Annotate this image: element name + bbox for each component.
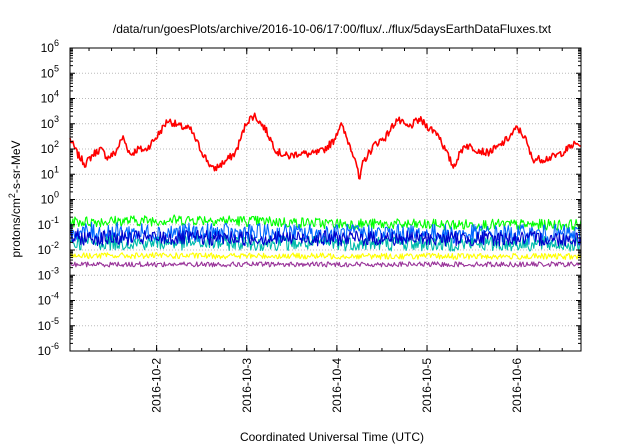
x-tick-label: 2016-10-3 bbox=[240, 358, 254, 413]
y-tick-label: 10-6 bbox=[38, 341, 59, 358]
y-tick-label: 10-5 bbox=[38, 316, 59, 333]
y-tick-label: 100 bbox=[41, 190, 59, 207]
series-line bbox=[69, 214, 582, 231]
y-axis: 106 105 104 103 102 101 100 10-1 10-2 10-3 10-4 10-… bbox=[38, 38, 581, 358]
series-line bbox=[69, 221, 582, 246]
grid-lines bbox=[70, 48, 581, 351]
x-tick-label: 2016-10-6 bbox=[510, 358, 524, 413]
y-tick-label: 106 bbox=[41, 38, 59, 55]
x-tick-label: 2016-10-5 bbox=[420, 358, 434, 413]
series-line bbox=[69, 261, 582, 268]
x-tick-label: 2016-10-2 bbox=[150, 358, 164, 413]
y-tick-label: 10-1 bbox=[38, 215, 59, 232]
series-line bbox=[69, 252, 582, 261]
series-line bbox=[69, 229, 582, 247]
y-tick-label: 104 bbox=[41, 89, 59, 106]
y-tick-label: 102 bbox=[41, 139, 59, 156]
x-axis-label: Coordinated Universal Time (UTC) bbox=[240, 430, 424, 444]
y-tick-label: 10-2 bbox=[38, 240, 59, 257]
y-tick-label: 10-4 bbox=[38, 291, 59, 308]
chart-title: /data/run/goesPlots/archive/2016-10-06/1… bbox=[113, 22, 552, 36]
y-tick-label: 105 bbox=[41, 63, 59, 80]
y-tick-label: 10-3 bbox=[38, 265, 59, 282]
x-axis: 2016-10-2 2016-10-3 2016-10-4 2016-10-5 2016… bbox=[88, 48, 563, 413]
x-tick-label: 2016-10-4 bbox=[330, 358, 344, 413]
y-tick-label: 101 bbox=[41, 164, 59, 181]
series-line bbox=[69, 112, 582, 180]
y-tick-label: 103 bbox=[41, 114, 59, 131]
y-axis-label: protons/cm2-s-sr-MeV bbox=[7, 140, 23, 257]
series-layer bbox=[69, 112, 582, 268]
